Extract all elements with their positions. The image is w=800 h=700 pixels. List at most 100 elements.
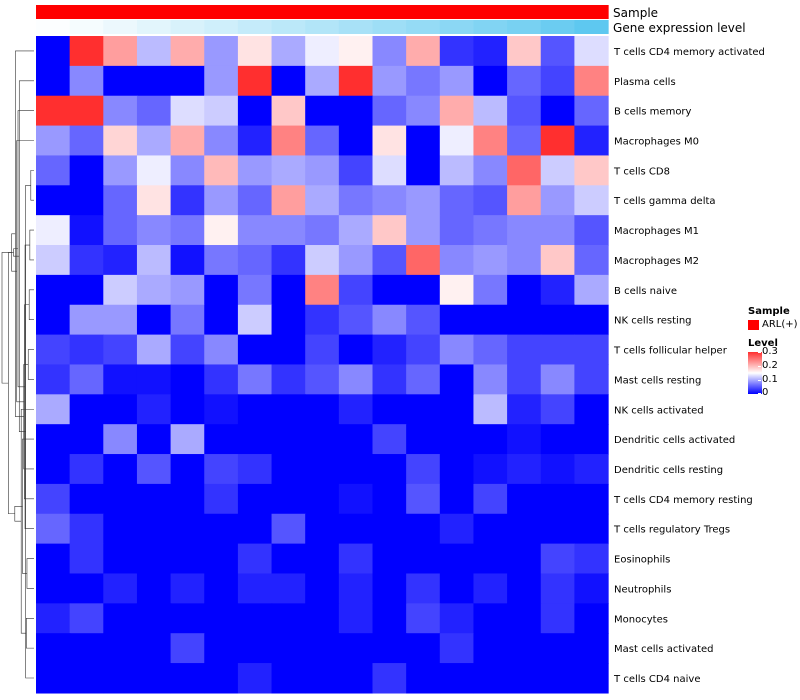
heatmap-cell [103,334,138,366]
heatmap-cell [507,304,542,336]
heatmap-cell [103,65,138,97]
heatmap-cell [170,483,205,515]
sample-annotation-cell [237,5,273,19]
heatmap-cell [473,155,508,186]
heatmap-cell [574,513,609,545]
legend-sample-swatch [748,319,759,330]
heatmap-cell [406,65,441,97]
heatmap-cell [69,633,104,664]
heatmap-cell [103,424,138,455]
heatmap-cell [574,274,609,306]
heatmap-cell [36,185,71,216]
heatmap-cell [372,95,407,127]
heatmap-cell [204,274,239,306]
heatmap-cell [473,65,508,97]
dendrogram-branch [30,170,34,201]
heatmap-cell [170,394,205,425]
heatmap-cell [103,364,138,395]
heatmap-cell [69,573,104,604]
heatmap-cell [237,603,273,634]
heatmap-cell [473,245,508,276]
heatmap-cell [136,573,172,604]
heatmap-cell [36,304,71,336]
heatmap-cell [439,95,475,127]
heatmap-cell [103,603,138,634]
heatmap-cell [170,633,205,664]
heatmap-cell [540,274,575,306]
heatmap-cell [271,513,306,545]
heatmap-cell [540,304,575,336]
heatmap-cell [574,364,609,395]
heatmap-cell [136,543,172,575]
heatmap-cell [540,543,575,575]
heatmap-cell [103,663,138,694]
heatmap-cell [69,95,104,127]
heatmap-cell [204,36,239,67]
heatmap-cell [305,334,340,366]
heatmap-cell [305,185,340,216]
heatmap-cell [103,155,138,186]
heatmap-cell [574,603,609,634]
heatmap-cell [574,394,609,425]
heatmap-cell [237,215,273,246]
heatmap-cell [372,543,407,575]
dendrogram-branch [17,110,34,388]
heatmap-cell [507,215,542,246]
heatmap-cell [170,543,205,575]
heatmap-cell [237,483,273,515]
heatmap-cell [540,483,575,515]
heatmap-cell [574,304,609,336]
heatmap-cell [36,364,71,395]
heatmap-cell [237,155,273,186]
heatmap-cell [439,155,475,186]
heatmap-cell [574,125,609,157]
dendrogram-branch [18,80,34,432]
heatmap-cell [305,394,340,425]
heatmap-cell [204,513,239,545]
heatmap-cell [69,364,104,395]
heatmap-cell [103,454,138,485]
expression-annotation-cell [439,20,475,34]
heatmap-cell [237,394,273,425]
heatmap-cell [507,245,542,276]
heatmap-cell [507,543,542,575]
heatmap-cell [271,36,306,67]
heatmap-cell [36,36,71,67]
heatmap-cell [36,633,71,664]
legend-level-colorbar: 0.3 0.2 0.1 0 [748,347,798,401]
heatmap-cell [540,454,575,485]
row-label: T cells CD8 [613,166,670,177]
heatmap-cell [507,573,542,604]
heatmap-cell [36,65,71,97]
heatmap-cell [36,274,71,306]
legend-sample-title: Sample [748,306,790,317]
heatmap-cell [170,274,205,306]
legend-tick-0-1: 0.1 [758,374,778,385]
row-label: Plasma cells [614,77,676,88]
heatmap-cell [170,513,205,545]
heatmap-cell [69,603,104,634]
heatmap-cell [237,65,273,97]
heatmap-cell [136,36,172,67]
heatmap-cell [204,185,239,216]
sample-annotation-cell [36,5,71,19]
heatmap-cell [237,185,273,216]
heatmap-cell [540,334,575,366]
heatmap-cell [136,304,172,336]
heatmap-cell [170,454,205,485]
heatmap-cell [204,603,239,634]
heatmap-cell [406,513,441,545]
legend-sample-entry: ARL(+) [748,318,798,331]
heatmap-cell [271,663,306,694]
heatmap-cell [36,155,71,186]
heatmap-cell [473,304,508,336]
heatmap-cell [540,245,575,276]
heatmap-cell [574,65,609,97]
heatmap-cell [136,454,172,485]
dendrogram-branch [1,252,12,384]
heatmap-cell [406,454,441,485]
heatmap-cell [439,334,475,366]
heatmap-cell [540,155,575,186]
heatmap-cell [305,543,340,575]
heatmap-cell [136,185,172,216]
